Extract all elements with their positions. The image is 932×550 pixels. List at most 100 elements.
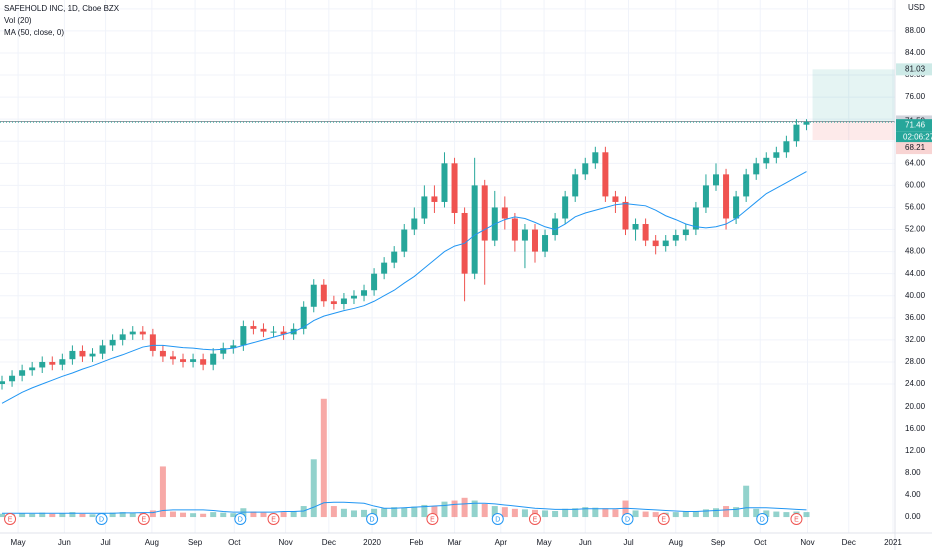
volume-bar [773, 511, 780, 518]
event-marker [621, 513, 634, 525]
volume-bar [542, 510, 549, 518]
volume-bar [49, 513, 56, 518]
candle-body [260, 328, 267, 332]
event-label: D [99, 516, 104, 523]
volume-legend: Vol (20) [4, 16, 32, 25]
candle-body [19, 370, 26, 376]
candle-body [582, 163, 589, 175]
volume-bar [371, 508, 378, 518]
volume-bar [702, 509, 709, 518]
volume-bar [361, 509, 368, 518]
volume-bar [632, 510, 639, 518]
last-price-label: 71.46 [905, 120, 926, 129]
volume-bar [159, 466, 166, 518]
x-tick-label: Jul [623, 538, 633, 547]
volume-bar [200, 513, 207, 518]
y-tick-label: 52.00 [905, 225, 926, 234]
volume-bar [451, 500, 458, 518]
candle-body [300, 306, 307, 329]
volume-bar [511, 508, 518, 518]
candle-body [421, 196, 428, 219]
volume-bar [19, 513, 26, 518]
event-marker [790, 513, 803, 525]
volume-ma-line [2, 501, 807, 514]
y-tick-label: 60.00 [905, 181, 926, 190]
event-marker [137, 513, 150, 525]
volume-bar [803, 512, 810, 518]
candle-body [220, 348, 227, 354]
volume-bar [391, 507, 398, 518]
volume-bar [109, 512, 116, 518]
candle-body [391, 251, 398, 263]
candle-body [210, 353, 217, 365]
candle-body [451, 163, 458, 213]
volume-tick-label: 4.00 [905, 490, 921, 499]
chart-title: SAFEHOLD INC, 1D, Cboe BZX [4, 4, 120, 13]
candle-body [159, 350, 166, 357]
y-tick-label: 28.00 [905, 357, 926, 366]
candle-body [411, 218, 418, 230]
candle-body [692, 207, 699, 230]
volume-tick-label: 8.00 [905, 468, 921, 477]
candle-body [441, 163, 448, 202]
y-tick-label: 48.00 [905, 247, 926, 256]
volume-bar [340, 508, 347, 518]
candle-body [381, 262, 388, 274]
volume-bar [320, 398, 327, 518]
volume-bar [672, 512, 679, 518]
y-tick-label: 32.00 [905, 335, 926, 344]
candle-body [9, 375, 16, 382]
volume-bar [572, 508, 579, 518]
volume-bar [692, 510, 699, 518]
x-tick-label: Jun [579, 538, 592, 547]
event-label: D [760, 516, 765, 523]
x-tick-label: Mar [448, 538, 462, 547]
y-tick-label: 40.00 [905, 291, 926, 300]
volume-bar [713, 508, 719, 518]
volume-bar [501, 507, 508, 518]
candle-body [270, 331, 277, 333]
candle-body [109, 339, 116, 346]
candle-body [180, 359, 187, 362]
candle-body [713, 174, 719, 186]
volume-bar [290, 510, 297, 518]
volume-bar [461, 497, 468, 518]
x-tick-label: Aug [145, 538, 159, 547]
candle-body [340, 298, 347, 305]
x-tick-label: Apr [495, 538, 508, 547]
volume-bar [421, 504, 428, 518]
y-tick-label: 36.00 [905, 313, 926, 322]
volume-bar [612, 509, 619, 518]
candle-body [652, 240, 659, 247]
candle-body [572, 174, 579, 197]
candle-body [89, 353, 96, 357]
volume-tick-label: 0.00 [905, 512, 921, 521]
candle-body [773, 152, 780, 158]
candle-body [562, 196, 569, 219]
volume-bar [79, 513, 86, 518]
candle-body [481, 185, 488, 241]
countdown-label: 02:06:27 [903, 132, 932, 141]
candle-body [733, 196, 740, 219]
candle-body [471, 185, 478, 274]
candle-body [702, 185, 709, 208]
candle-body [240, 326, 247, 346]
event-marker [366, 513, 379, 525]
volume-bar [763, 510, 770, 518]
volume-bar [180, 512, 187, 518]
volume-tick-label: 16.00 [905, 424, 926, 433]
event-label: E [661, 516, 666, 523]
candle-body [743, 174, 750, 197]
candle-body [501, 207, 508, 219]
volume-bar [129, 513, 136, 518]
volume-bar [29, 513, 36, 518]
volume-bar [582, 507, 589, 518]
volume-bar [431, 506, 438, 518]
candle-body [622, 201, 629, 230]
ma-line [1, 171, 807, 404]
candle-body [59, 359, 66, 365]
position-target-zone [812, 69, 895, 122]
candle-body [642, 224, 649, 241]
candle-body [0, 381, 6, 385]
